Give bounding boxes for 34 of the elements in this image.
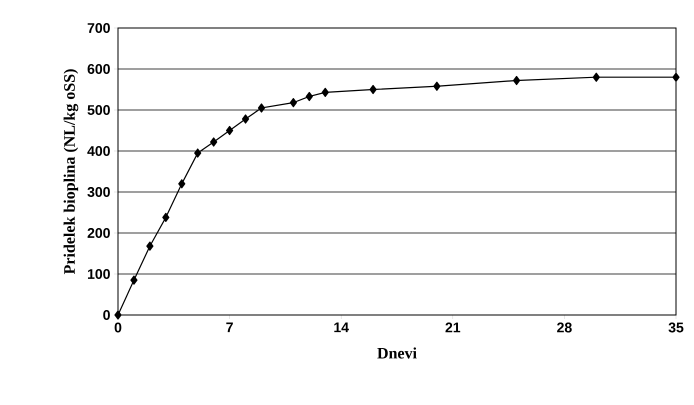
y-axis-title: Pridelek bioplina (NL/kg oSS) (64, 69, 78, 274)
point (672, 72, 680, 82)
x-tick-label: 7 (226, 322, 233, 332)
x-tick-label: 14 (334, 322, 349, 332)
x-tick-label: 0 (114, 322, 122, 332)
x-tick-label: 21 (446, 322, 460, 332)
point (306, 92, 313, 102)
y-tick-label: 600 (88, 64, 110, 74)
point (114, 310, 122, 320)
y-tick-label: 100 (88, 269, 110, 279)
point (290, 98, 297, 108)
point (512, 76, 520, 86)
x-axis-title: Dnevi (377, 347, 417, 359)
point (592, 72, 600, 82)
y-tick-label: 700 (88, 23, 110, 33)
point (322, 88, 329, 97)
y-tick-label: 500 (88, 105, 110, 115)
point (194, 148, 202, 158)
y-tick-label: 200 (88, 228, 110, 238)
x-tick-label: 28 (557, 322, 572, 332)
point (210, 137, 218, 147)
point (178, 179, 186, 188)
point (433, 82, 440, 91)
point (162, 212, 170, 222)
point (242, 114, 250, 124)
y-tick-label: 0 (103, 310, 110, 320)
y-tick-label: 300 (87, 187, 110, 197)
point (130, 276, 138, 285)
point (146, 242, 154, 251)
point (369, 84, 377, 94)
point (258, 103, 266, 113)
point (226, 126, 234, 136)
y-tick-label: 400 (87, 146, 110, 156)
x-tick-label: 35 (668, 322, 684, 332)
